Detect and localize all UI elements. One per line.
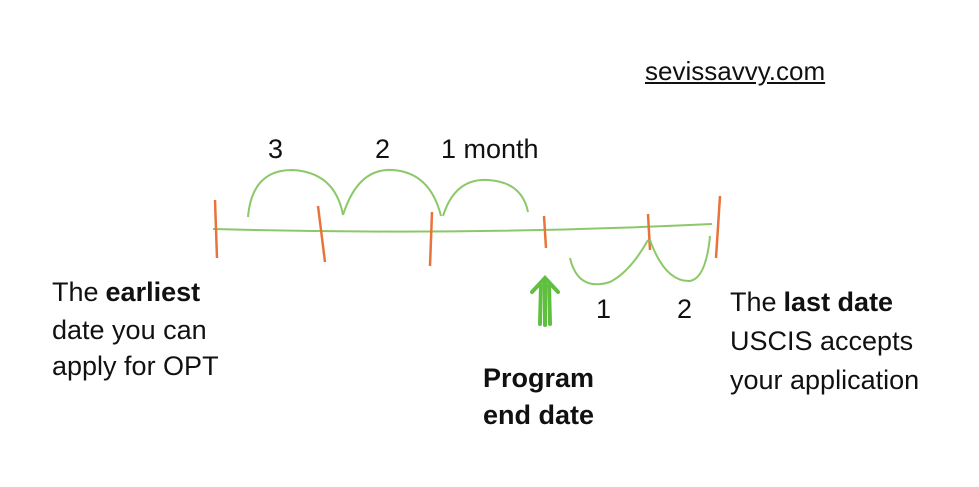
month-label: 2 <box>677 294 693 324</box>
ticks <box>213 195 722 267</box>
earliest-line: apply for OPT <box>52 351 219 381</box>
site-link[interactable]: sevissavvy.com <box>645 56 826 86</box>
month-arcs <box>247 168 711 286</box>
last-date-line: USCIS accepts <box>730 326 914 356</box>
text: The <box>730 287 777 317</box>
timeline <box>212 223 713 233</box>
month-label: 3 <box>268 134 284 164</box>
last-date-line: your application <box>730 365 920 395</box>
month-label: 2 <box>375 134 391 164</box>
earliest-line: date you can <box>52 315 207 345</box>
bold-text: last date <box>783 287 894 317</box>
program-end: end date <box>483 400 595 430</box>
earliest-line: The earliest <box>52 279 200 306</box>
month-label: 1 month <box>441 134 539 164</box>
last-date-line: The last date <box>730 289 893 316</box>
text: The <box>52 277 99 307</box>
arrow <box>530 275 560 327</box>
bold-text: earliest <box>105 277 201 307</box>
program-end: Program <box>483 363 595 393</box>
month-label: 1 <box>596 294 612 324</box>
